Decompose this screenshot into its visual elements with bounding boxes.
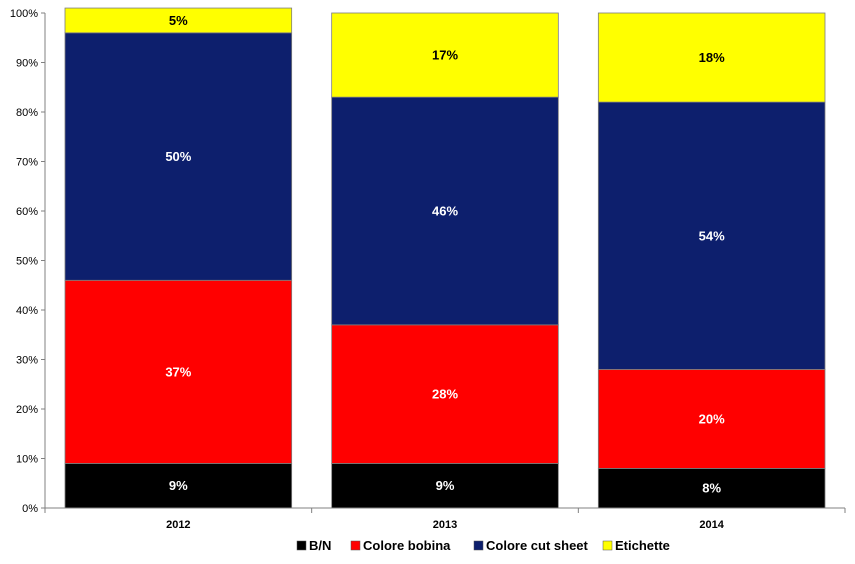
y-tick-label: 30% <box>16 355 38 367</box>
legend-label: Colore cut sheet <box>486 538 589 553</box>
data-label: 8% <box>702 481 721 496</box>
legend-swatch-b-n <box>296 540 307 551</box>
bar-2012-colore-bobina <box>64 279 293 464</box>
y-tick-label: 20% <box>16 404 38 416</box>
y-tick-label: 10% <box>16 454 38 466</box>
bars-group <box>64 7 826 509</box>
y-tick-label: 50% <box>16 256 38 268</box>
legend: B/N Colore bobina Colore cut sheet Etichett… <box>296 538 670 553</box>
y-tick-label: 80% <box>16 107 38 119</box>
data-label: 50% <box>165 149 191 164</box>
y-tick-label: 90% <box>16 58 38 70</box>
bar-2013-colore-cut-sheet <box>331 96 559 326</box>
data-label: 18% <box>699 50 725 65</box>
bar-2013-colore-bobina <box>331 324 559 464</box>
legend-swatch-colore-cut-sheet <box>473 540 484 551</box>
data-label: 5% <box>169 13 188 28</box>
y-tick-label: 40% <box>16 305 38 317</box>
data-label: 20% <box>699 411 725 426</box>
axes-group: 2012 2013 2014 0% 10% 20% 30% 40% 50% 60% 70% 80% 90… <box>10 8 846 531</box>
y-tick-label: 0% <box>22 503 38 515</box>
data-label: 54% <box>699 228 725 243</box>
data-label: 37% <box>165 364 191 379</box>
x-tick-label: 2014 <box>699 519 724 531</box>
legend-label: Colore bobina <box>363 538 451 553</box>
y-tick-label: 70% <box>16 157 38 169</box>
data-labels-group: 9% 37% 50% 5% 9% 28% 46% 17% 8% 20% 54% 18% <box>165 13 725 496</box>
data-label: 46% <box>432 204 458 219</box>
data-label: 9% <box>436 478 455 493</box>
bar-2012-b-n <box>64 463 293 509</box>
data-label: 17% <box>432 48 458 63</box>
legend-label: B/N <box>309 538 331 553</box>
y-tick-label: 60% <box>16 206 38 218</box>
bar-2014-etichette <box>597 12 826 103</box>
legend-label: Etichette <box>615 538 670 553</box>
data-label: 9% <box>169 478 188 493</box>
bar-2013-b-n <box>331 463 559 509</box>
legend-swatch-etichette <box>602 540 613 551</box>
bar-2014-colore-cut-sheet <box>597 101 826 370</box>
bar-2012-etichette <box>64 7 293 34</box>
bar-2013-etichette <box>331 12 559 98</box>
y-tick-label: 100% <box>10 8 38 20</box>
x-tick-label: 2012 <box>166 519 190 531</box>
legend-swatch-colore-bobina <box>350 540 361 551</box>
data-label: 28% <box>432 387 458 402</box>
x-tick-label: 2013 <box>433 519 457 531</box>
bar-2014-colore-bobina <box>597 368 826 469</box>
